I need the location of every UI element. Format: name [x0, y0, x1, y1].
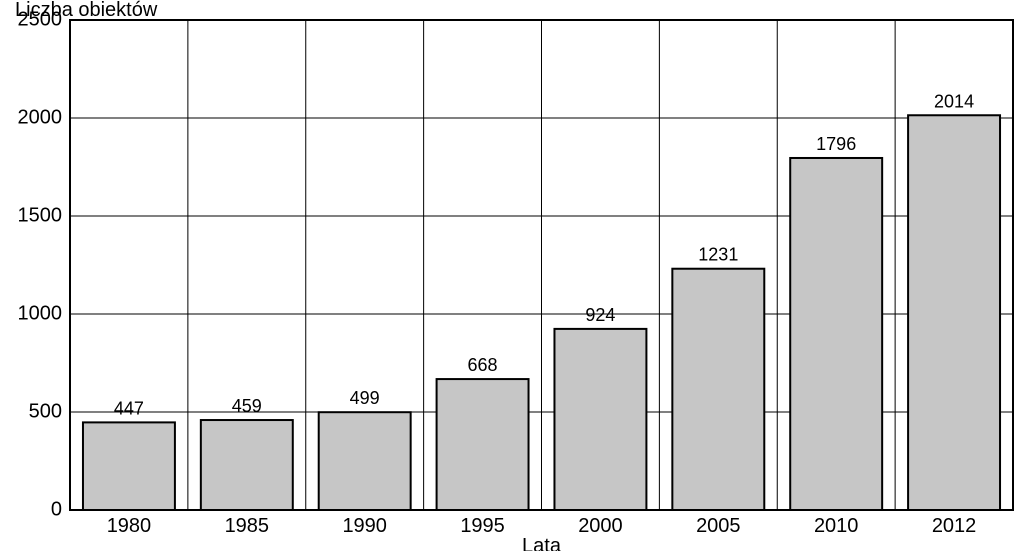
y-tick-label: 2000 [18, 106, 63, 128]
bar [908, 115, 1000, 510]
bar [672, 269, 764, 510]
y-tick-label: 500 [29, 400, 62, 422]
bar [83, 422, 175, 510]
x-tick-label: 2010 [814, 515, 859, 537]
y-tick-label: 1500 [18, 204, 63, 226]
chart-svg: 0500100015002000250044719804591985499199… [0, 0, 1023, 551]
x-tick-label: 1990 [342, 515, 387, 537]
bar [319, 412, 411, 510]
x-tick-label: 2005 [696, 515, 741, 537]
bar-chart: 0500100015002000250044719804591985499199… [0, 0, 1023, 551]
bar-value-label: 1231 [698, 245, 738, 265]
bar-value-label: 447 [114, 398, 144, 418]
x-tick-label: 2012 [932, 515, 977, 537]
bar [437, 379, 529, 510]
bar [201, 420, 293, 510]
x-tick-label: 1995 [460, 515, 505, 537]
x-axis-title: Lata [522, 535, 562, 551]
bar-value-label: 2014 [934, 91, 974, 111]
x-tick-label: 1985 [225, 515, 270, 537]
bar-value-label: 1796 [816, 134, 856, 154]
bar-value-label: 459 [232, 396, 262, 416]
bar-value-label: 924 [585, 305, 615, 325]
bar [790, 158, 882, 510]
y-tick-label: 0 [51, 498, 62, 520]
y-tick-label: 1000 [18, 302, 63, 324]
bar [554, 329, 646, 510]
x-tick-label: 1980 [107, 515, 152, 537]
bar-value-label: 668 [468, 355, 498, 375]
y-axis-title: Liczba obiektów [15, 0, 158, 21]
x-tick-label: 2000 [578, 515, 623, 537]
bar-value-label: 499 [350, 388, 380, 408]
